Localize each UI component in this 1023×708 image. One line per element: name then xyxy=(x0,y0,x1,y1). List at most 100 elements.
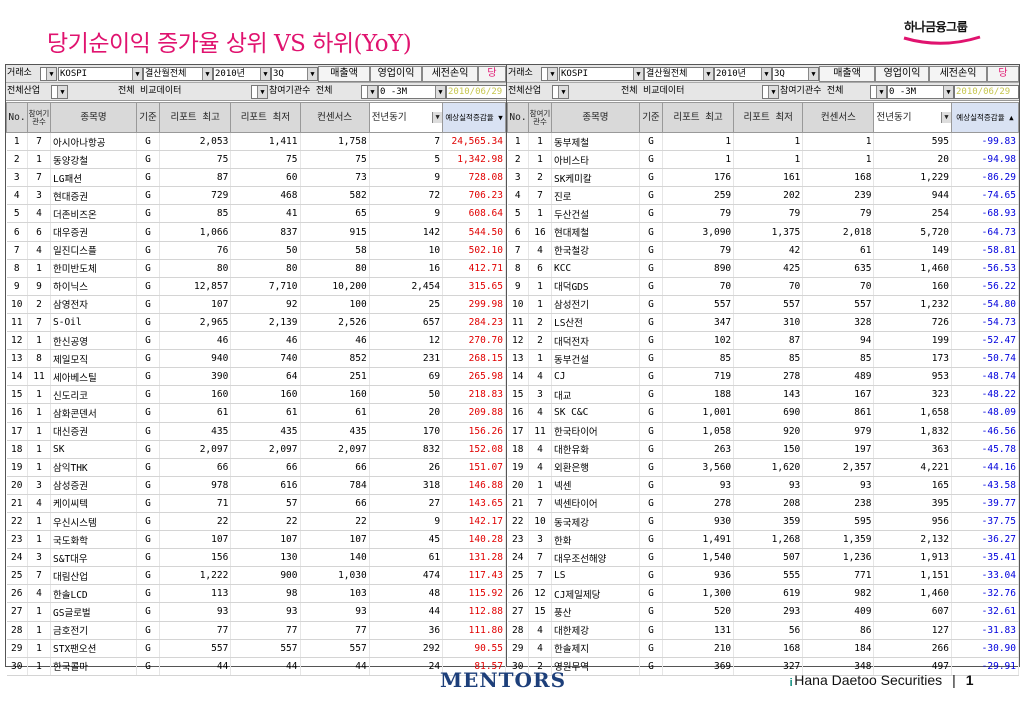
table-row[interactable]: 20 3 삼성증권 G 978 616 784 318 146.88 xyxy=(6,476,506,495)
table-row[interactable]: 16 1 삼화콘덴서 G 61 61 61 20 209.88 xyxy=(6,403,506,423)
table-row[interactable]: 6 16 현대제철 G 3,090 1,375 2,018 5,720 -64.73 xyxy=(507,222,1020,242)
table-row[interactable]: 30 2 영원무역 G 369 327 348 497 -29.91 xyxy=(507,657,1020,676)
col-name[interactable]: 종목명 xyxy=(550,102,640,133)
table-row[interactable]: 21 4 케이씨텍 G 71 57 66 27 143.65 xyxy=(6,494,506,513)
table-row[interactable]: 8 1 한미반도체 G 80 80 80 16 412.71 xyxy=(6,259,506,278)
settle-month-select[interactable]: 결산월전체 ▼ xyxy=(644,67,714,81)
market-select[interactable]: KOSPI ▼ xyxy=(58,67,143,81)
table-row[interactable]: 24 7 대우조선해양 G 1,540 507 1,236 1,913 -35.41 xyxy=(507,548,1020,568)
table-row[interactable]: 30 1 한국콜마 G 44 44 44 24 81.57 xyxy=(6,657,506,676)
market-dropdown[interactable]: ▼ xyxy=(40,67,57,81)
quarter-select[interactable]: 3Q ▼ xyxy=(772,67,819,81)
table-row[interactable]: 1 7 아시아나항공 G 2,053 1,411 1,758 7 24,565.34 xyxy=(6,132,506,152)
table-row[interactable]: 23 3 한화 G 1,491 1,268 1,359 2,132 -36.27 xyxy=(507,530,1020,550)
table-row[interactable]: 26 4 한솔LCD G 113 98 103 48 115.92 xyxy=(6,584,506,604)
table-row[interactable]: 11 2 LS산전 G 347 310 328 726 -54.73 xyxy=(507,313,1020,333)
pretax-profit-button[interactable]: 세전손익 xyxy=(422,66,478,82)
table-row[interactable]: 17 11 한국타이어 G 1,058 920 979 1,832 -46.56 xyxy=(507,422,1020,441)
table-row[interactable]: 9 1 대덕GDS G 70 70 70 160 -56.22 xyxy=(507,277,1020,296)
market-dropdown[interactable]: ▼ xyxy=(541,67,558,81)
col-org-count[interactable]: 참여기관수 xyxy=(26,102,52,133)
table-row[interactable]: 21 7 넥센타이어 G 278 208 238 395 -39.77 xyxy=(507,494,1020,513)
table-row[interactable]: 3 2 SK케미칼 G 176 161 168 1,229 -86.29 xyxy=(507,168,1020,188)
col-no[interactable]: No. xyxy=(507,102,529,133)
table-row[interactable]: 22 10 동국제강 G 930 359 595 956 -37.75 xyxy=(507,512,1020,532)
table-row[interactable]: 2 1 아비스타 G 1 1 1 20 -94.98 xyxy=(507,150,1020,170)
table-row[interactable]: 25 7 대림산업 G 1,222 900 1,030 474 117.43 xyxy=(6,566,506,586)
table-row[interactable]: 15 1 신도리코 G 160 160 160 50 218.83 xyxy=(6,385,506,405)
table-row[interactable]: 13 8 제일모직 G 940 740 852 231 268.15 xyxy=(6,349,506,369)
table-row[interactable]: 29 4 한솔제지 G 210 168 184 266 -30.90 xyxy=(507,639,1020,658)
period-select[interactable]: 0 -3M ▼ xyxy=(887,85,954,99)
industry-dropdown[interactable]: ▼ xyxy=(552,85,569,99)
net-income-button[interactable]: 당 xyxy=(987,66,1019,82)
sales-button[interactable]: 매출액 xyxy=(318,66,370,82)
year-select[interactable]: 2010년 ▼ xyxy=(714,67,772,81)
col-org-count[interactable]: 참여기관수 xyxy=(527,102,552,133)
table-row[interactable]: 6 6 대우증권 G 1,066 837 915 142 544.50 xyxy=(6,222,506,242)
col-no[interactable]: No. xyxy=(6,102,28,133)
table-row[interactable]: 14 4 CJ G 719 278 489 953 -48.74 xyxy=(507,367,1020,387)
table-row[interactable]: 20 1 넥센 G 93 93 93 165 -43.58 xyxy=(507,476,1020,495)
col-report-low[interactable]: 리포트 최저 xyxy=(733,102,804,133)
table-row[interactable]: 29 1 STX팬오션 G 557 557 557 292 90.55 xyxy=(6,639,506,658)
table-row[interactable]: 19 4 외환은행 G 3,560 1,620 2,357 4,221 -44.16 xyxy=(507,458,1020,477)
table-row[interactable]: 1 1 동부제철 G 1 1 1 595 -99.83 xyxy=(507,132,1020,152)
table-row[interactable]: 10 1 삼성전기 G 557 557 557 1,232 -54.80 xyxy=(507,295,1020,314)
table-row[interactable]: 7 4 한국철강 G 79 42 61 149 -58.81 xyxy=(507,241,1020,260)
table-row[interactable]: 15 3 대교 G 188 143 167 323 -48.22 xyxy=(507,385,1020,405)
table-row[interactable]: 13 1 동부건설 G 85 85 85 173 -50.74 xyxy=(507,349,1020,369)
org-count-dropdown[interactable]: ▼ xyxy=(361,85,378,99)
sales-button[interactable]: 매출액 xyxy=(819,66,875,82)
col-report-high[interactable]: 리포트 최고 xyxy=(159,102,232,133)
org-count-dropdown[interactable]: ▼ xyxy=(870,85,887,99)
net-income-button[interactable]: 당 xyxy=(478,66,506,82)
col-report-high[interactable]: 리포트 최고 xyxy=(661,102,735,133)
table-row[interactable]: 4 3 현대증권 G 729 468 582 72 706.23 xyxy=(6,186,506,206)
table-row[interactable]: 9 9 하이닉스 G 12,857 7,710 10,200 2,454 315.65 xyxy=(6,277,506,296)
col-growth[interactable]: 예상실적증감율 ▲ xyxy=(950,102,1020,133)
compare-dropdown[interactable]: ▼ xyxy=(251,85,268,99)
table-row[interactable]: 26 12 CJ제일제당 G 1,300 619 982 1,460 -32.76 xyxy=(507,584,1020,604)
table-row[interactable]: 2 1 동양강철 G 75 75 75 5 1,342.98 xyxy=(6,150,506,170)
table-row[interactable]: 10 2 삼영전자 G 107 92 100 25 299.98 xyxy=(6,295,506,314)
table-row[interactable]: 7 4 일진디스플 G 76 50 58 10 502.10 xyxy=(6,241,506,260)
period-select[interactable]: 0 -3M ▼ xyxy=(378,85,446,99)
table-row[interactable]: 25 7 LS G 936 555 771 1,151 -33.04 xyxy=(507,566,1020,586)
table-row[interactable]: 19 1 삼익THK G 66 66 66 26 151.07 xyxy=(6,458,506,477)
table-row[interactable]: 28 1 금호전기 G 77 77 77 36 111.80 xyxy=(6,621,506,640)
table-row[interactable]: 18 4 대한유화 G 263 150 197 363 -45.78 xyxy=(507,440,1020,459)
date-input[interactable]: 2010/06/29 xyxy=(954,85,1019,99)
col-growth[interactable]: 예상실적증감율 ▼ xyxy=(442,102,506,133)
table-row[interactable]: 12 2 대덕전자 G 102 87 94 199 -52.47 xyxy=(507,331,1020,351)
col-consensus[interactable]: 컨센서스 xyxy=(802,102,875,133)
pretax-profit-button[interactable]: 세전손익 xyxy=(929,66,987,82)
table-row[interactable]: 23 1 국도화학 G 107 107 107 45 140.28 xyxy=(6,530,506,550)
table-row[interactable]: 11 7 S-Oil G 2,965 2,139 2,526 657 284.23 xyxy=(6,313,506,333)
table-row[interactable]: 3 7 LG패션 G 87 60 73 9 728.08 xyxy=(6,168,506,188)
col-prev-year-select[interactable]: 전년동기 ▼ xyxy=(873,102,952,133)
table-row[interactable]: 18 1 SK G 2,097 2,097 2,097 832 152.08 xyxy=(6,440,506,459)
col-basis[interactable]: 기준 xyxy=(135,102,161,133)
settle-month-select[interactable]: 결산월전체 ▼ xyxy=(143,67,213,81)
table-row[interactable]: 5 1 두산건설 G 79 79 79 254 -68.93 xyxy=(507,204,1020,224)
table-row[interactable]: 17 1 대신증권 G 435 435 435 170 156.26 xyxy=(6,422,506,441)
table-row[interactable]: 24 3 S&T대우 G 156 130 140 61 131.28 xyxy=(6,548,506,568)
table-row[interactable]: 22 1 우신시스템 G 22 22 22 9 142.17 xyxy=(6,512,506,532)
date-input[interactable]: 2010/06/29 xyxy=(446,85,507,99)
operating-profit-button[interactable]: 영업이익 xyxy=(875,66,929,82)
col-name[interactable]: 종목명 xyxy=(50,102,137,133)
year-select[interactable]: 2010년 ▼ xyxy=(213,67,271,81)
table-row[interactable]: 12 1 한신공영 G 46 46 46 12 270.70 xyxy=(6,331,506,351)
table-row[interactable]: 4 7 진로 G 259 202 239 944 -74.65 xyxy=(507,186,1020,206)
table-row[interactable]: 28 4 대한제강 G 131 56 86 127 -31.83 xyxy=(507,621,1020,640)
table-row[interactable]: 14 11 세아베스틸 G 390 64 251 69 265.98 xyxy=(6,367,506,387)
table-row[interactable]: 27 15 풍산 G 520 293 409 607 -32.61 xyxy=(507,602,1020,622)
col-report-low[interactable]: 리포트 최저 xyxy=(230,102,301,133)
industry-dropdown[interactable]: ▼ xyxy=(51,85,68,99)
table-row[interactable]: 16 4 SK C&C G 1,001 690 861 1,658 -48.09 xyxy=(507,403,1020,423)
table-row[interactable]: 5 4 더존비즈온 G 85 41 65 9 608.64 xyxy=(6,204,506,224)
col-prev-year-select[interactable]: 전년동기 ▼ xyxy=(368,102,444,133)
operating-profit-button[interactable]: 영업이익 xyxy=(370,66,422,82)
quarter-select[interactable]: 3Q ▼ xyxy=(271,67,318,81)
